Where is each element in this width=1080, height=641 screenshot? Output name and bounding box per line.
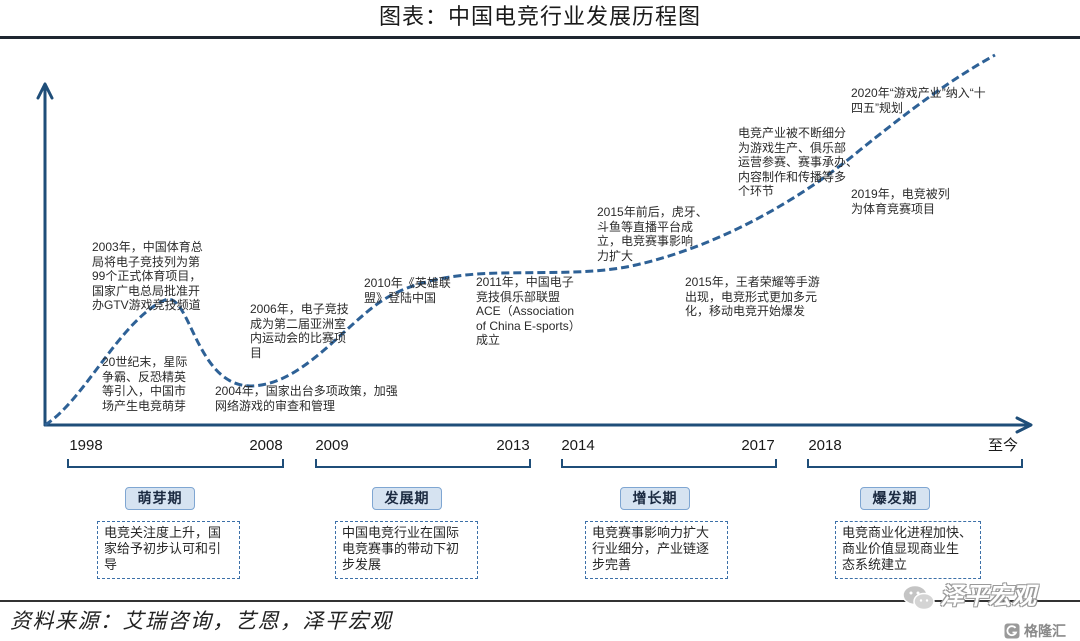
- milestone-2011: 2011年，中国电子 竞技俱乐部联盟 ACE（Association of Ch…: [476, 275, 581, 347]
- milestone-2004: 2004年，国家出台多项政策，加强 网络游戏的审查和管理: [215, 384, 398, 413]
- phase-end-year: 2013: [496, 437, 530, 454]
- phase-start-year: 2009: [315, 437, 349, 454]
- source-rule: [0, 600, 1080, 602]
- phase-start-year: 1998: [69, 437, 103, 454]
- phase-label-development: 发展期: [372, 487, 442, 510]
- development-curve: [44, 53, 996, 427]
- phase-bracket-emergence: [67, 459, 284, 468]
- y-axis-arrowhead: [36, 82, 54, 100]
- milestone-2015-mobile: 2015年，王者荣耀等手游 出现，电竞形式更加多元 化，移动电竞开始爆发: [685, 275, 820, 318]
- phase-bracket-development: [315, 459, 531, 468]
- phase-end-year: 至今: [987, 437, 1018, 454]
- phase-summary-development: 中国电竞行业在国际 电竞赛事的带动下初 步发展: [335, 521, 478, 579]
- wechat-icon: [902, 584, 935, 611]
- phase-bracket-growth: [561, 459, 777, 468]
- milestone-late-1990s: 20世纪末，星际 争霸、反恐精英 等引入，中国市 场产生电竞萌芽: [102, 355, 188, 413]
- phase-start-year: 2014: [561, 437, 595, 454]
- watermark-account: 泽平宏观: [940, 583, 1036, 610]
- milestone-2006: 2006年，电子竞技 成为第二届亚洲室 内运动会的比赛项 目: [250, 302, 349, 360]
- site-logo: 格隆汇: [1004, 622, 1066, 640]
- phase-bracket-boom: [807, 459, 1023, 468]
- phase-end-year: 2008: [249, 437, 283, 454]
- x-axis-arrowhead: [1015, 416, 1033, 434]
- phase-summary-emergence: 电竞关注度上升，国 家给予初步认可和引 导: [97, 521, 240, 579]
- phase-label-growth: 增长期: [620, 487, 690, 510]
- source-note: 资料来源：艾瑞咨询，艺恩，泽平宏观: [10, 609, 393, 633]
- milestone-2010: 2010年《英雄联 盟》登陆中国: [364, 276, 451, 305]
- milestone-industry-segmentation: 电竞产业被不断细分 为游戏生产、俱乐部 运营参赛、赛事承办、 内容制作和传播等多…: [738, 126, 859, 198]
- phase-summary-growth: 电竞赛事影响力扩大 行业细分，产业链逐 步完善: [585, 521, 728, 579]
- title-rule: [0, 36, 1080, 39]
- figure-title: 图表：中国电竞行业发展历程图: [378, 5, 701, 30]
- milestone-2019: 2019年，电竞被列 为体育竞赛项目: [851, 187, 950, 216]
- milestone-2003: 2003年，中国体育总 局将电子竞技列为第 99个正式体育项目， 国家广电总局批…: [92, 240, 203, 312]
- phase-label-emergence: 萌芽期: [125, 487, 195, 510]
- milestone-2020: 2020年“游戏产业”纳入“十 四五”规划: [851, 86, 986, 115]
- phase-end-year: 2017: [741, 437, 775, 454]
- gelonghui-logo-icon: [1004, 623, 1020, 639]
- phase-summary-boom: 电竞商业化进程加快、 商业价值显现商业生 态系统建立: [835, 521, 981, 579]
- logo-text: 格隆汇: [1024, 623, 1066, 639]
- phase-start-year: 2018: [808, 437, 842, 454]
- phase-label-boom: 爆发期: [860, 487, 930, 510]
- milestone-2015-streaming: 2015年前后，虎牙、 斗鱼等直播平台成 立，电竞赛事影响 力扩大: [597, 205, 708, 263]
